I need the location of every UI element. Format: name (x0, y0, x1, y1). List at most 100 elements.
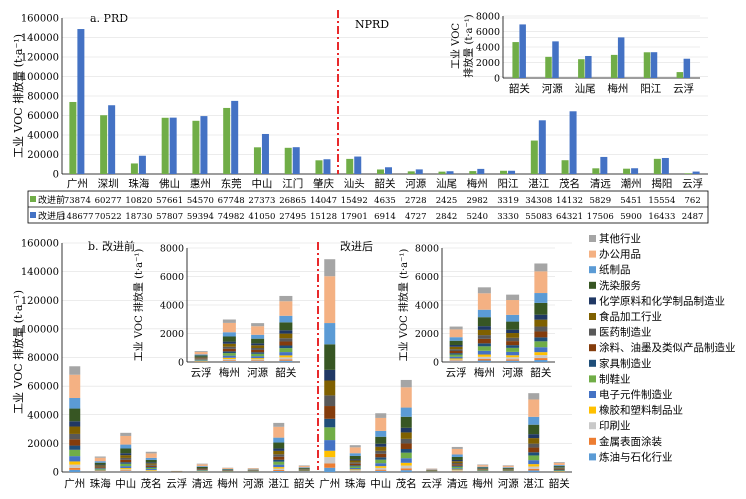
table-cell-before-惠州: 54570 (187, 196, 214, 206)
x-label-b-4-云浮: 云浮 (166, 478, 187, 490)
stack-bar-15-清远-segment-8 (451, 462, 463, 465)
stack-bar-3-茂名-segment-14 (145, 451, 157, 454)
table-cell-after-东莞: 74982 (218, 212, 245, 222)
legend-swatch-5 (589, 313, 596, 320)
stack-bar-17-河源-segment-11 (502, 467, 514, 469)
x-label-惠州: 惠州 (190, 177, 211, 190)
inset-x-label-云浮: 云浮 (673, 83, 694, 95)
b-inset-before-bar-韶关-segment-13 (279, 301, 293, 316)
b-inset-after-bar-河源-segment-3 (506, 355, 520, 358)
stack-bar-13-茂名-segment-9 (400, 432, 412, 439)
stack-bar-11-珠海-segment-10 (349, 459, 361, 461)
b-inset-before-bar-韶关-segment-11 (279, 322, 293, 331)
x-label-茂名: 茂名 (559, 177, 580, 190)
bar-before-肇庆 (315, 160, 323, 174)
b-inset-before-bar-韶关-segment-10 (279, 330, 293, 334)
b-inset-after-bar-云浮-segment-14 (449, 326, 463, 330)
x-label-深圳: 深圳 (98, 178, 119, 190)
inset-bar-after-梅州 (617, 37, 625, 78)
stack-bar-3-茂名-segment-6 (145, 466, 157, 468)
table-cell-after-广州: 148677 (61, 212, 93, 222)
bar-after-潮州 (631, 168, 639, 174)
x-label-b-3-茂名: 茂名 (141, 477, 162, 490)
panel-a-y-tick-label: 20000 (27, 150, 59, 161)
stack-bar-13-茂名-segment-4 (400, 458, 412, 463)
stack-bar-1-珠海-segment-4 (94, 469, 106, 471)
table-cell-after-清远: 17506 (587, 212, 614, 222)
stack-bar-12-中山-segment-10 (375, 443, 387, 447)
b-inset-after-bar-韶关-segment-14 (534, 263, 548, 272)
stack-bar-2-中山-segment-12 (120, 444, 132, 449)
bar-after-梅州 (477, 168, 485, 174)
legend-swatch-2 (589, 266, 596, 274)
stack-bar-1-珠海-segment-10 (94, 464, 106, 466)
stack-bar-10-广州-segment-13 (324, 276, 336, 324)
b-inset-before-y-tick-label: 2000 (160, 329, 184, 340)
table-cell-before-汕头: 15492 (341, 196, 368, 206)
inset-x-label-韶关: 韶关 (509, 82, 530, 95)
table-cell-before-茂名: 14132 (556, 196, 583, 206)
stack-bar-13-茂名-segment-5 (400, 452, 412, 459)
bar-after-韶关 (385, 167, 392, 174)
b-inset-before-bar-河源-segment-13 (251, 326, 265, 335)
b-inset-after-bar-云浮-segment-9 (449, 346, 463, 350)
b-inset-before-y-tick-label: 0 (178, 358, 184, 369)
b-inset-before-bar-云浮-segment-12 (194, 354, 208, 356)
stack-bar-2-中山-segment-8 (120, 457, 132, 460)
b-inset-before-bar-韶关-segment-14 (279, 295, 293, 302)
b-inset-after-bar-云浮-segment-10 (449, 344, 463, 347)
b-inset-after-bar-梅州-segment-13 (477, 293, 491, 310)
panel-a-inset-ylabel-line1: 工业 VOC (450, 23, 462, 69)
stack-bar-11-珠海-segment-7 (349, 463, 361, 466)
bar-before-揭阳 (653, 158, 661, 174)
b-inset-after-bar-河源-segment-5 (506, 347, 520, 352)
bar-before-阳江 (500, 170, 508, 174)
b-inset-after-bar-河源-segment-4 (506, 351, 520, 356)
x-label-b-8-湛江: 湛江 (268, 478, 289, 490)
panel-a-inset-y-axis: 0 2000 4000 6000 8000 (476, 12, 700, 85)
legend-swatch-3 (589, 281, 596, 289)
panel-a-label: a. PRD (90, 12, 128, 25)
b-inset-before-bar-韶关-segment-3 (279, 355, 293, 358)
inset-bar-before-汕尾 (578, 59, 585, 78)
legend-swatch-8 (589, 359, 596, 367)
stack-bar-8-湛江-segment-9 (273, 450, 285, 455)
stack-bar-2-中山-segment-10 (120, 453, 132, 456)
bar-before-清远 (592, 168, 600, 174)
panel-b-label-before: b. 改进前 (88, 239, 135, 253)
table-cell-before-东莞: 67748 (218, 196, 245, 206)
stack-bar-18-湛江-segment-10 (528, 434, 540, 439)
b-inset-after-bar-韶关-segment-7 (534, 331, 548, 338)
bar-after-珠海 (138, 155, 146, 174)
b-inset-before-bar-河源-segment-10 (251, 343, 265, 346)
stack-bar-11-珠海-segment-12 (349, 453, 361, 456)
panel-b-y-tick-label: 0 (53, 468, 59, 479)
b-inset-after-x-label-河源: 河源 (502, 366, 523, 379)
b-inset-after-bar-韶关-segment-6 (534, 337, 548, 342)
panel-b-y-tick-label: 40000 (27, 410, 59, 421)
b-inset-after-bar-梅州-segment-8 (477, 335, 491, 339)
x-label-b-17-河源: 河源 (498, 477, 519, 490)
stack-bar-3-茂名-segment-11 (145, 459, 157, 463)
panel-a-region-label: NPRD (355, 18, 389, 31)
stack-bar-1-珠海-segment-9 (94, 465, 106, 467)
stack-bar-10-广州-segment-1 (324, 463, 336, 468)
stack-bar-18-湛江-segment-3 (528, 464, 540, 467)
b-inset-after-bar-河源-segment-14 (506, 294, 520, 301)
stack-bar-11-珠海-segment-11 (349, 455, 361, 460)
stack-bar-15-清远-segment-11 (451, 456, 463, 460)
panel-b-y-tick-label: 160000 (21, 239, 59, 250)
b-inset-before-bar-梅州-segment-2 (222, 359, 236, 361)
b-inset-after-bar-韶关-segment-1 (534, 358, 548, 361)
b-inset-before-bar-河源-segment-4 (251, 356, 265, 359)
b-inset-after-y-tick-label: 4000 (415, 301, 439, 312)
b-inset-after-x-label-梅州: 梅州 (474, 366, 495, 379)
b-inset-after-bar-云浮-segment-3 (449, 358, 463, 360)
legend-label-7: 涂料、油墨及类似产品制造业 (599, 341, 736, 354)
b-inset-before-bar-梅州-segment-4 (222, 355, 236, 358)
stack-bar-5-清远-segment-13 (196, 464, 208, 467)
x-label-湛江: 湛江 (528, 178, 549, 190)
legend-swatch-12 (589, 422, 596, 430)
bar-after-东莞 (231, 100, 239, 174)
